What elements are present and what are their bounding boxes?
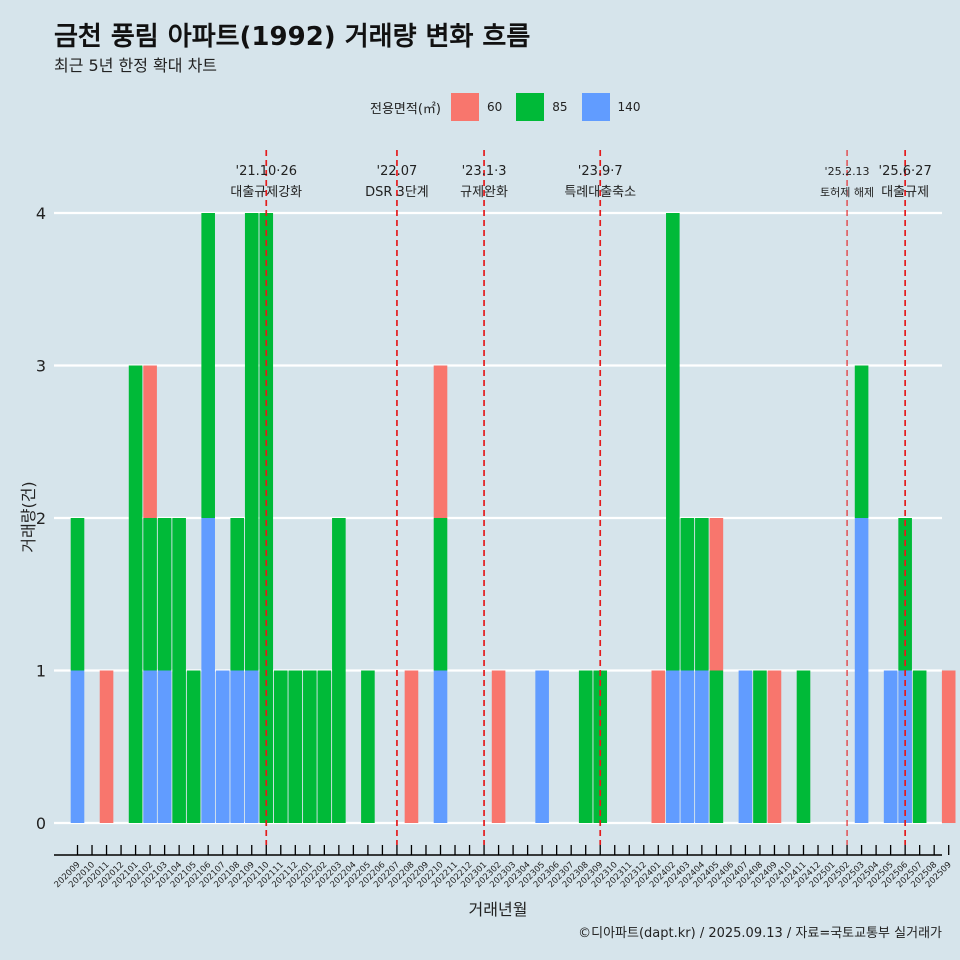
bar-202104-85: [172, 518, 186, 823]
annotation-date-202301: '23.1·3: [462, 164, 507, 179]
bar-202308-85: [578, 670, 593, 823]
bar-202411-85: [796, 670, 811, 823]
bar-202506-140: [898, 670, 912, 823]
bar-202309-85: [593, 670, 608, 823]
bar-202509-60: [941, 670, 956, 823]
bar-202407-140: [738, 670, 753, 823]
bar-202108-140: [230, 670, 245, 823]
bar-202203-85: [332, 518, 346, 823]
annotation-date-202207: '22.07: [377, 164, 418, 179]
legend-label-60: 60: [486, 100, 503, 114]
bar-202103-85: [157, 518, 172, 671]
annotation-label-202506: 대출규제: [881, 185, 929, 200]
chart-subtitle: 최근 5년 한정 확대 차트: [54, 56, 218, 75]
bar-202402-140: [666, 670, 680, 823]
bar-202202-85: [317, 670, 332, 823]
y-tick-label-1: 1: [36, 662, 46, 681]
legend-title: 전용면적(㎡): [370, 101, 441, 117]
bar-202403-140: [680, 670, 695, 823]
bar-202302-60: [491, 670, 506, 823]
annotation-date-202506: '25.6·27: [879, 164, 932, 179]
bar-202106-140: [201, 518, 215, 823]
chart-title: 금천 풍림 아파트(1992) 거래량 변화 흐름: [54, 22, 531, 52]
bar-layer: [70, 213, 956, 823]
bar-202210-85: [433, 518, 448, 671]
bar-202009-140: [70, 670, 85, 823]
bar-202102-60: [143, 365, 157, 518]
bar-202201-85: [303, 670, 317, 823]
bar-202009-85: [70, 518, 85, 671]
bar-202503-140: [854, 518, 869, 823]
bar-202107-140: [215, 670, 230, 823]
annotation-label-202110: 대출규제강화: [230, 185, 302, 200]
legend: 전용면적(㎡) 60 85 140: [370, 93, 654, 121]
bar-202305-140: [535, 670, 549, 823]
annotation-label-202309: 특례대출축소: [564, 185, 636, 200]
y-tick-label-2: 2: [36, 509, 46, 528]
caption: ©디아파트(dapt.kr) / 2025.09.13 / 자료=국토교통부 실…: [578, 926, 942, 941]
bar-202111-85: [273, 670, 288, 823]
annotation-date-202110: '21.10·26: [236, 164, 297, 179]
y-tick-label-4: 4: [36, 204, 46, 223]
bar-202402-85: [666, 213, 680, 671]
legend-swatch-85: [516, 93, 545, 121]
bar-202409-60: [767, 670, 782, 823]
y-tick-label-0: 0: [36, 814, 46, 833]
bar-202110-85: [259, 213, 274, 823]
legend-swatch-60: [450, 93, 479, 121]
bar-202401-60: [651, 670, 666, 823]
bar-202109-140: [244, 670, 259, 823]
bar-202404-140: [695, 670, 709, 823]
annotation-label-202301: 규제완화: [460, 185, 508, 200]
bar-202503-85: [854, 365, 869, 518]
y-axis-title: 거래량(건): [19, 481, 38, 552]
bar-202112-85: [288, 670, 303, 823]
bar-202205-85: [361, 670, 375, 823]
bar-202408-85: [753, 670, 767, 823]
bar-202403-85: [680, 518, 695, 671]
bar-202109-85: [244, 213, 259, 671]
bar-202507-85: [912, 670, 927, 823]
bar-202105-85: [186, 670, 201, 823]
legend-swatch-140: [581, 93, 610, 121]
bar-202405-85: [709, 670, 724, 823]
bar-202208-60: [404, 670, 419, 823]
bar-202102-85: [143, 518, 157, 671]
bar-202011-60: [99, 670, 114, 823]
annotation-date-202309: '23.9·7: [578, 164, 623, 179]
bar-202210-140: [433, 670, 448, 823]
annotation-label-202502: 토허제 해제: [820, 185, 874, 199]
legend-label-85: 85: [552, 100, 568, 114]
bar-202103-140: [157, 670, 172, 823]
annotation-label-202207: DSR 3단계: [365, 185, 429, 200]
y-tick-label-3: 3: [36, 357, 46, 376]
legend-label-140: 140: [617, 100, 641, 114]
annotation-date-202502: '25.2.13: [825, 165, 870, 178]
x-axis-title: 거래년월: [469, 900, 528, 919]
bar-202108-85: [230, 518, 245, 671]
bar-202210-60: [433, 365, 448, 518]
annotation-layer: '21.10·26 대출규제강화 '22.07 DSR 3단계 '23.1·3 규제완화 '…: [230, 150, 932, 845]
bar-202404-85: [695, 518, 709, 671]
bar-202101-85: [128, 365, 143, 823]
bar-202102-140: [143, 670, 157, 823]
bar-202505-140: [883, 670, 898, 823]
bar-202106-85: [201, 213, 215, 518]
bar-202405-60: [709, 518, 724, 671]
